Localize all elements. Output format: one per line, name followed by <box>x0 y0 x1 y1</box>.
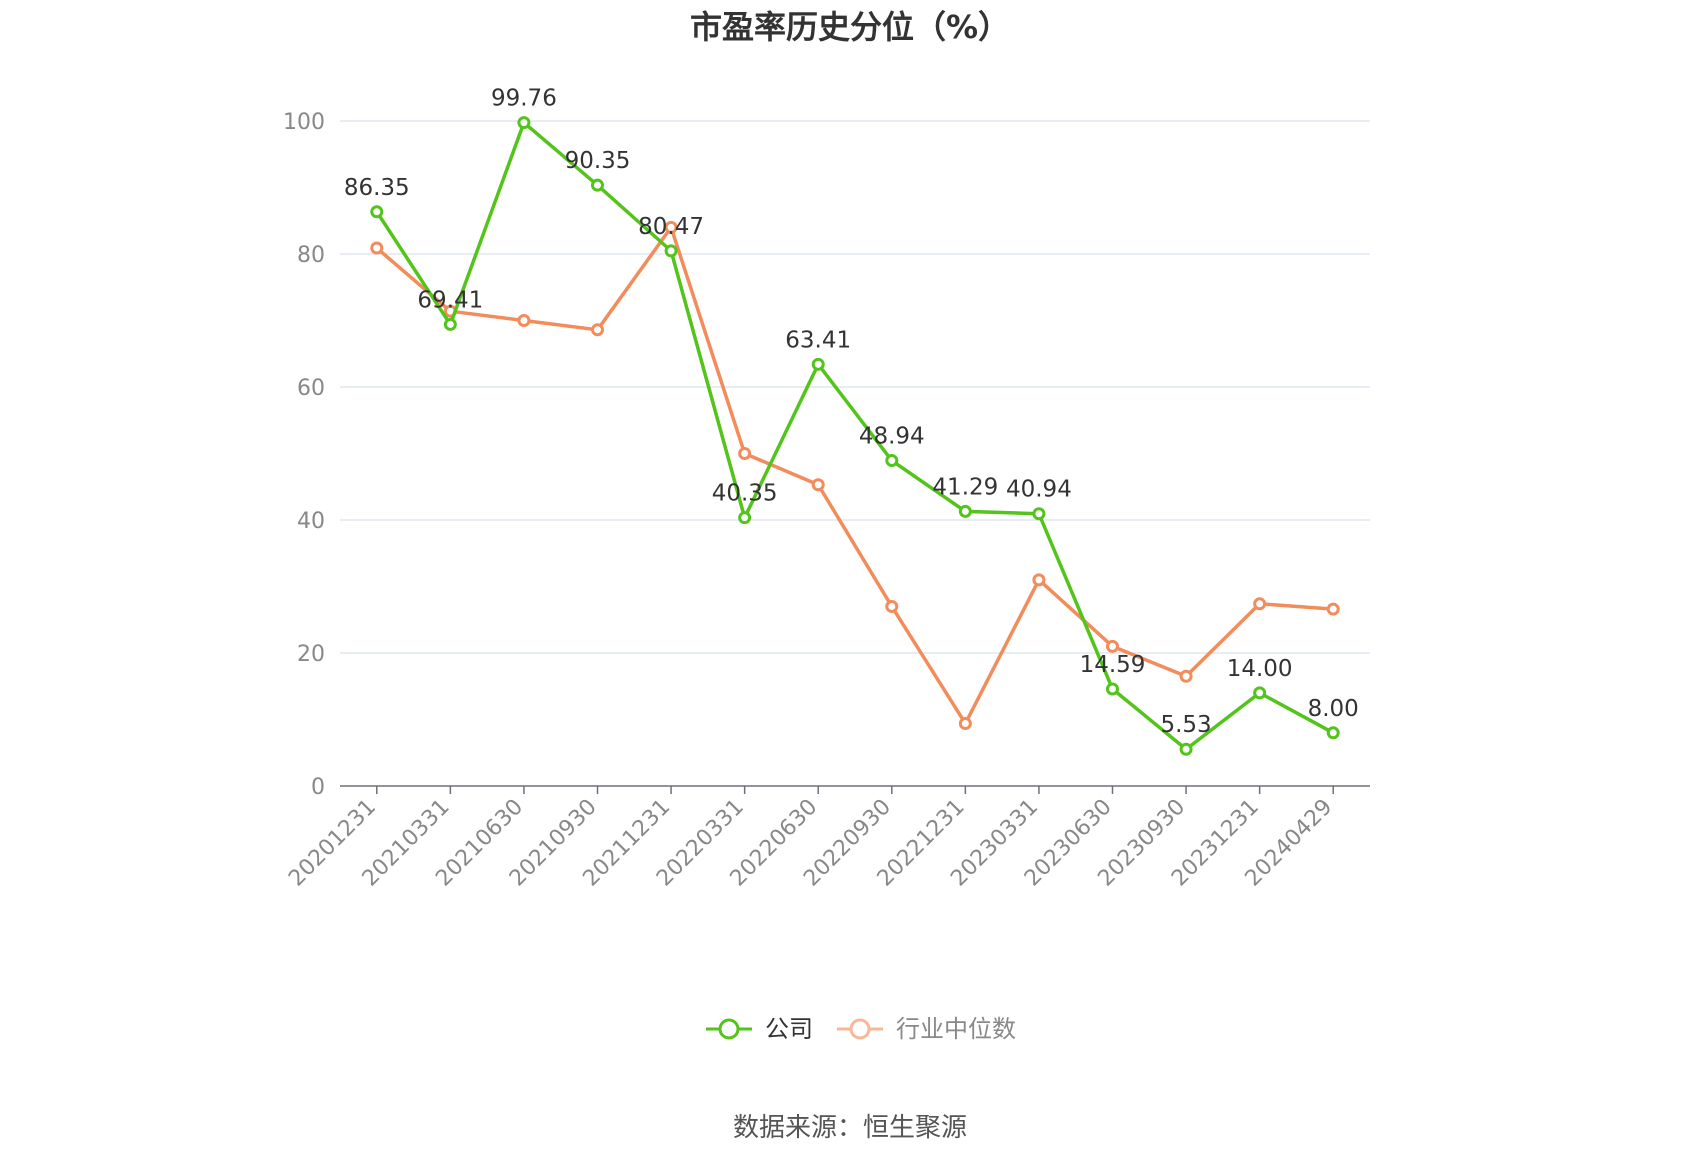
series-0-point[interactable] <box>1106 682 1119 696</box>
series-1-point[interactable] <box>1032 573 1046 587</box>
data-label: 99.76 <box>491 86 557 112</box>
series-1-point[interactable] <box>1179 669 1193 683</box>
series-0-point[interactable] <box>1326 726 1340 740</box>
data-label: 86.35 <box>344 175 410 201</box>
series-line-0 <box>375 120 1335 751</box>
series-1-point[interactable] <box>517 314 531 327</box>
series-1-point[interactable] <box>1106 639 1119 653</box>
data-label: 80.47 <box>638 214 704 240</box>
data-label: 14.00 <box>1227 656 1293 682</box>
series-0-point[interactable] <box>591 178 604 192</box>
series-1-point[interactable] <box>664 220 678 234</box>
series-line-1 <box>375 225 1334 726</box>
series-1-point[interactable] <box>591 323 604 337</box>
series-1-point[interactable] <box>1326 602 1340 616</box>
series-1-point[interactable] <box>738 447 752 460</box>
data-label: 90.35 <box>565 148 631 174</box>
series-group <box>370 116 1340 756</box>
series-0-point[interactable] <box>664 244 678 258</box>
y-axis: 0 20 40 60 80 100 <box>283 110 325 800</box>
series-0-point[interactable] <box>443 317 457 331</box>
series-0-point[interactable] <box>1032 507 1046 521</box>
series-1-point[interactable] <box>811 478 825 492</box>
series-1-point[interactable] <box>1253 597 1267 611</box>
data-label: 8.00 <box>1308 696 1359 722</box>
series-0-point[interactable] <box>1179 742 1193 756</box>
chart-title: 市盈率历史分位（%） <box>690 8 1010 46</box>
data-label: 40.35 <box>712 481 778 507</box>
data-source: 数据来源：恒生聚源 <box>733 1113 967 1143</box>
series-0-point[interactable] <box>738 511 752 525</box>
y-tick-label: 40 <box>297 509 325 534</box>
y-tick-label: 80 <box>297 243 325 268</box>
data-label: 14.59 <box>1080 652 1146 678</box>
data-label: 5.53 <box>1160 712 1211 738</box>
data-label: 41.29 <box>932 474 998 500</box>
y-tick-label: 100 <box>283 110 325 135</box>
series-0-point[interactable] <box>370 205 384 219</box>
series-0-point[interactable] <box>517 116 531 130</box>
series-1-point[interactable] <box>370 241 384 255</box>
legend-item-company[interactable]: 公司 <box>706 1015 813 1043</box>
data-label: 69.41 <box>417 287 483 313</box>
legend-industry-marker <box>849 1018 871 1040</box>
data-label: 48.94 <box>859 424 925 450</box>
y-tick-label: 0 <box>311 775 325 800</box>
series-0-point[interactable] <box>885 454 899 468</box>
data-label: 40.94 <box>1006 477 1072 503</box>
series-1-point[interactable] <box>958 716 972 730</box>
series-0-point[interactable] <box>1253 686 1267 700</box>
y-tick-label: 20 <box>297 642 325 667</box>
y-tick-label: 60 <box>297 376 325 401</box>
legend-company-label: 公司 <box>765 1015 813 1043</box>
legend-company-marker <box>718 1018 740 1040</box>
series-0-point[interactable] <box>811 357 825 371</box>
series-0-point[interactable] <box>958 504 972 518</box>
legend[interactable]: 公司 行业中位数 <box>706 1015 1016 1043</box>
data-labels: 86.35 69.41 99.76 90.35 80.47 40.35 63.41 48.94… <box>344 86 1359 739</box>
data-label: 63.41 <box>785 327 851 353</box>
series-1-point[interactable] <box>885 599 899 613</box>
x-axis: 2020123120210331202106302021093020211231… <box>284 785 1370 891</box>
legend-item-industry-median[interactable]: 行业中位数 <box>837 1015 1016 1043</box>
legend-industry-label: 行业中位数 <box>896 1015 1016 1043</box>
grid-lines <box>340 120 1370 654</box>
